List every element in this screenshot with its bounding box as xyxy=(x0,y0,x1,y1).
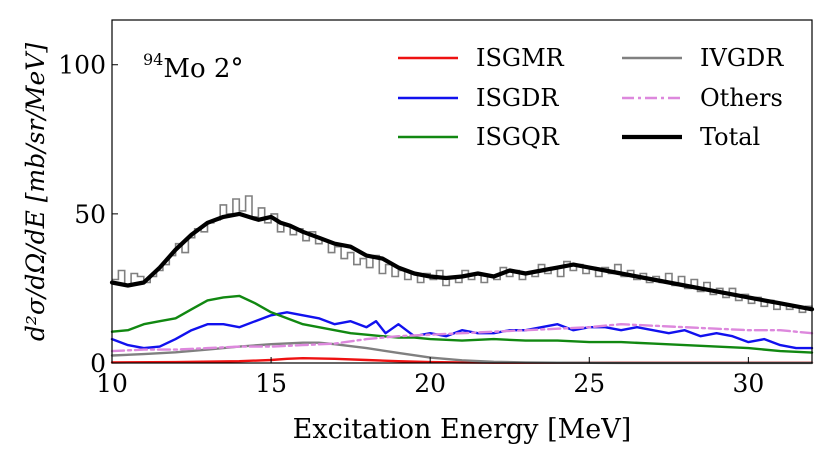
legend-label: ISGDR xyxy=(476,84,559,112)
legend-label: ISGMR xyxy=(476,44,565,72)
series-total xyxy=(109,211,815,312)
x-axis-label: Excitation Energy [MeV] xyxy=(293,414,632,445)
x-tick-label: 20 xyxy=(414,369,446,398)
series-isgqr xyxy=(110,294,814,354)
y-tick-label: 0 xyxy=(90,349,106,378)
angle-label: 2° xyxy=(214,54,244,84)
nucleus-symbol: Mo xyxy=(163,54,205,84)
legend-label: Total xyxy=(700,123,760,151)
legend-label: IVGDR xyxy=(700,44,784,72)
series-others xyxy=(110,323,814,353)
y-tick-label: 50 xyxy=(74,200,106,229)
plot-frame xyxy=(111,19,813,364)
axis-ticks: 10 15 20 25 30 0 50 100 xyxy=(58,51,764,398)
legend: ISGMR ISGDR ISGQR IVGDR Others Total xyxy=(398,44,784,151)
y-tick-label: 100 xyxy=(58,51,106,80)
series-isgdr xyxy=(110,311,814,350)
x-tick-label: 30 xyxy=(732,369,764,398)
x-tick-label: 15 xyxy=(255,369,287,398)
legend-label: Others xyxy=(700,84,783,112)
nucleus-mass: 94 xyxy=(143,50,163,69)
legend-label: ISGQR xyxy=(476,123,560,151)
nucleus-annotation: 94Mo 2° xyxy=(143,50,243,84)
plot-lines xyxy=(109,195,815,365)
x-tick-label: 10 xyxy=(96,369,128,398)
x-tick-label: 25 xyxy=(573,369,605,398)
y-axis-label: d²σ/dΩ/dE [mb/sr/MeV] xyxy=(21,43,50,341)
